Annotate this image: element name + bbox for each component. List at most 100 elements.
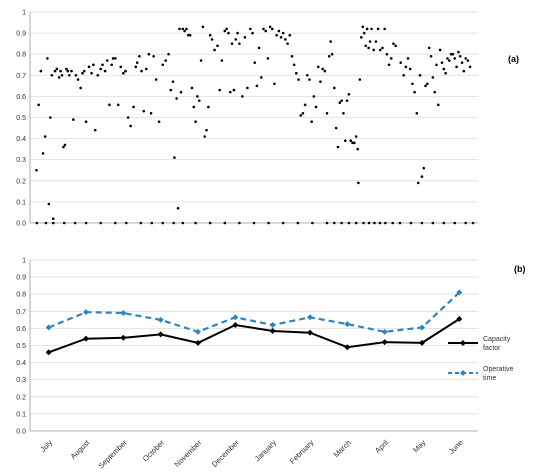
scatter-point xyxy=(367,46,370,50)
scatter-point xyxy=(420,175,424,178)
series-marker xyxy=(83,335,89,342)
series-marker xyxy=(381,339,388,346)
scatter-point-zero xyxy=(442,221,446,225)
scatter-point xyxy=(305,74,309,77)
scatter-point xyxy=(79,86,82,90)
scatter-point xyxy=(327,55,331,58)
scatter-point xyxy=(228,90,232,94)
scatter-point xyxy=(361,25,365,29)
scatter-point xyxy=(351,141,354,145)
scatter-point xyxy=(62,145,65,149)
scatter-point-zero xyxy=(325,221,329,225)
scatter-point xyxy=(175,97,178,100)
scatter-point xyxy=(435,63,438,67)
scatter-point xyxy=(157,120,161,124)
scatter-point-zero xyxy=(35,221,39,225)
scatter-point xyxy=(329,40,332,43)
scatter-point xyxy=(275,33,278,37)
scatter-point xyxy=(383,27,386,31)
scatter-point-zero xyxy=(208,221,212,225)
scatter-point xyxy=(72,118,75,121)
scatter-point xyxy=(47,202,51,206)
scatter-point-zero xyxy=(340,221,343,225)
scatter-point xyxy=(74,74,78,77)
scatter-point xyxy=(394,44,397,48)
scatter-point-zero xyxy=(281,221,285,225)
scatter-point xyxy=(442,67,446,71)
scatter-point xyxy=(176,206,180,210)
scatter-point-zero xyxy=(347,221,351,225)
series-marker xyxy=(344,321,351,328)
scatter-point-zero xyxy=(194,221,197,225)
scatter-point xyxy=(365,27,369,31)
scatter-point xyxy=(429,55,433,58)
scatter-point-zero xyxy=(391,221,395,225)
scatter-point xyxy=(103,69,107,73)
scatter-point xyxy=(51,217,55,221)
scatter-point xyxy=(415,111,419,115)
series-marker xyxy=(232,321,239,328)
scatter-point xyxy=(37,103,40,107)
scatter-point xyxy=(243,36,247,39)
scatter-point-zero xyxy=(150,221,154,225)
scatter-y-tick-label: 0.9 xyxy=(16,31,26,38)
scatter-point xyxy=(87,65,91,69)
series-marker xyxy=(269,321,276,328)
scatter-point xyxy=(438,48,442,52)
scatter-point xyxy=(372,48,376,52)
scatter-point xyxy=(227,31,230,35)
scatter-point xyxy=(266,57,270,60)
scatter-y-tick-label: 0.6 xyxy=(16,94,26,101)
scatter-point-zero xyxy=(99,221,102,225)
scatter-point xyxy=(402,74,405,77)
scatter-point xyxy=(241,95,244,98)
line-y-tick-label: 0.2 xyxy=(16,394,26,401)
scatter-point xyxy=(147,52,151,56)
panel-label-a: (a) xyxy=(508,54,519,64)
scatter-point-zero xyxy=(362,221,365,225)
scatter-point-zero xyxy=(431,221,435,225)
scatter-point xyxy=(178,27,181,31)
series-marker xyxy=(195,328,201,335)
scatter-point xyxy=(422,166,426,170)
month-tick-label: September xyxy=(96,438,129,471)
scatter-point xyxy=(210,38,214,41)
scatter-point xyxy=(297,78,300,81)
scatter-point xyxy=(196,95,199,98)
scatter-point xyxy=(416,181,420,185)
scatter-point xyxy=(167,52,170,56)
month-tick-label: May xyxy=(411,438,428,455)
line-y-tick-label: 0.6 xyxy=(16,326,26,333)
scatter-point xyxy=(220,59,224,62)
scatter-point xyxy=(381,46,384,50)
scatter-point xyxy=(464,57,468,60)
scatter-y-tick-label: 0.8 xyxy=(16,52,26,59)
scatter-point xyxy=(376,27,380,31)
scatter-point xyxy=(433,90,436,94)
scatter-point xyxy=(427,46,431,50)
scatter-point xyxy=(105,59,109,62)
scatter-point xyxy=(338,101,342,105)
line-series xyxy=(45,289,463,356)
scatter-point xyxy=(411,82,414,86)
scatter-point xyxy=(455,65,458,69)
scatter-point xyxy=(286,42,289,45)
scatter-point xyxy=(321,67,324,71)
month-tick-label: October xyxy=(141,438,167,464)
scatter-point-zero xyxy=(453,221,457,225)
scatter-point xyxy=(93,128,97,132)
line-y-tick-label: 0.5 xyxy=(16,343,26,350)
scatter-point xyxy=(142,109,146,113)
scatter-point xyxy=(190,86,194,90)
scatter-point-zero xyxy=(84,221,88,225)
scatter-point xyxy=(154,78,158,81)
line-y-tick-label: 0.9 xyxy=(16,275,26,282)
scatter-point xyxy=(446,57,449,60)
line-y-tick-label: 0.4 xyxy=(16,360,26,367)
scatter-point-zero xyxy=(378,221,382,225)
legend-label-capacity-factor: Capacity factor xyxy=(483,336,511,352)
scatter-point xyxy=(257,46,261,50)
month-tick-label: March xyxy=(332,438,353,459)
scatter-point xyxy=(408,67,412,71)
series-marker xyxy=(83,309,89,316)
